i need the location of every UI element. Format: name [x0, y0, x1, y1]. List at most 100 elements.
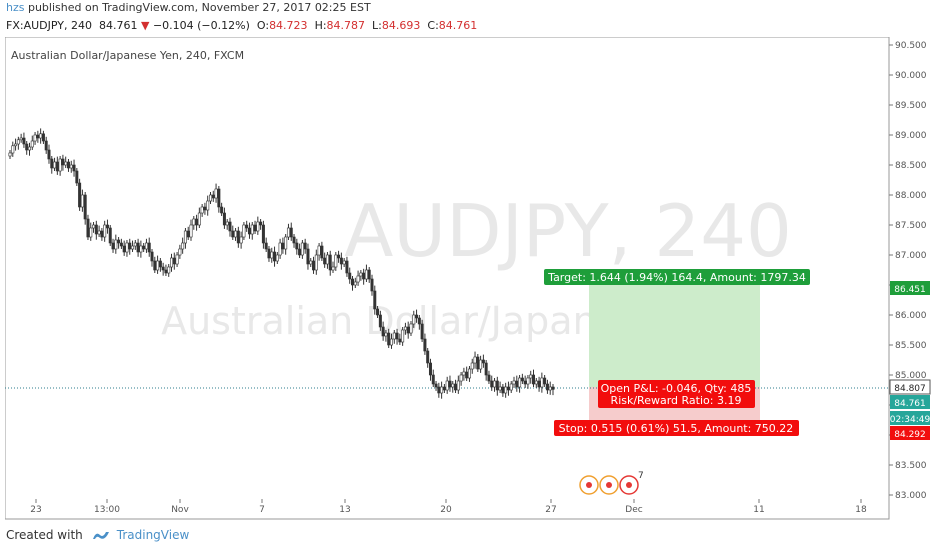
candle-body	[392, 332, 396, 340]
x-tick-label: Nov	[171, 505, 189, 515]
candle-body	[323, 257, 327, 265]
candle-body	[292, 236, 296, 244]
candle-body	[36, 134, 40, 139]
stop-price-text: 84.292	[894, 430, 926, 440]
candle-body	[506, 386, 510, 391]
candle-body	[25, 143, 29, 151]
candle-body	[434, 383, 438, 388]
candle-body	[192, 218, 196, 226]
candle-body	[247, 227, 251, 235]
candle-body	[470, 362, 474, 370]
candle-body	[387, 332, 391, 346]
y-tick-label: 87.500	[895, 221, 927, 231]
y-tick-label: 88.000	[895, 191, 927, 201]
event-markers[interactable]: 7	[579, 471, 644, 495]
candle-body	[275, 254, 279, 262]
candle-body	[164, 269, 168, 274]
candle-body	[342, 260, 346, 265]
candle-body	[53, 161, 57, 169]
price-chart[interactable]: AUDJPY, 240 Australian Dollar/Japanese Y…	[5, 37, 932, 521]
time-axis[interactable]: 23 13:00 Nov 7 13 20 27 Dec 11 18	[30, 499, 867, 515]
target-box[interactable]	[544, 269, 810, 285]
candle-body	[253, 224, 257, 232]
tradingview-link[interactable]: TradingView	[116, 528, 190, 542]
candle-body	[476, 356, 480, 370]
y-tick-label: 87.000	[895, 251, 927, 261]
target-price-tag	[890, 281, 930, 295]
close-value: 84.761	[438, 19, 478, 32]
candle-body	[211, 194, 215, 199]
candle-body	[92, 224, 96, 229]
candle-body	[261, 224, 265, 244]
candle-body	[264, 242, 268, 250]
candle-body	[147, 242, 151, 253]
candle-body	[490, 380, 494, 388]
candle-body	[281, 242, 285, 250]
candle-body	[114, 239, 118, 250]
candle-body	[273, 251, 277, 262]
y-tick-label: 89.000	[895, 131, 927, 141]
low-value: 84.693	[381, 19, 421, 32]
candle-body	[298, 248, 302, 256]
candle-body	[359, 272, 363, 277]
candle-body	[484, 362, 488, 376]
candle-body	[518, 377, 522, 388]
pnl-box[interactable]	[598, 380, 755, 408]
event-count-badge: 7	[638, 471, 644, 481]
candle-body	[467, 368, 471, 379]
candle-body	[97, 230, 101, 235]
candle-body	[250, 224, 254, 235]
candle-body	[55, 161, 59, 172]
candle-body	[167, 266, 171, 274]
candle-body	[75, 170, 79, 184]
candle-body	[122, 245, 126, 253]
candle-body	[320, 245, 324, 259]
x-tick-label: 11	[753, 505, 764, 515]
author-name[interactable]: hzs	[6, 1, 25, 14]
candle-body	[14, 143, 18, 147]
candle-body	[136, 242, 140, 253]
candle-body	[306, 248, 310, 265]
stop-box[interactable]	[554, 420, 799, 436]
candle-body	[356, 275, 360, 283]
price-axis[interactable]: 90.500 90.000 89.500 89.000 88.500 88.000 87.5…	[888, 37, 927, 519]
candle-body	[186, 230, 190, 238]
x-tick-label: 23	[30, 505, 41, 515]
y-tick-label: 83.000	[895, 491, 927, 501]
candle-body	[403, 326, 407, 331]
profit-zone[interactable]	[589, 284, 760, 387]
y-tick-label: 89.500	[895, 101, 927, 111]
candle-body	[331, 266, 335, 271]
candle-body	[8, 152, 12, 157]
candle-body	[78, 182, 82, 208]
candle-body	[398, 338, 402, 343]
candle-body	[170, 257, 174, 268]
tradingview-logo-icon[interactable]	[91, 529, 111, 541]
candle-body	[161, 266, 165, 271]
candle-body	[286, 227, 290, 238]
close-label: C:	[427, 19, 439, 32]
price-change: −0.104 (−0.12%)	[152, 19, 250, 32]
candle-body	[153, 260, 157, 271]
high-value: 84.787	[326, 19, 366, 32]
candle-body	[100, 230, 104, 238]
y-tick-label: 90.000	[895, 71, 927, 81]
candle-body	[220, 206, 224, 214]
candle-body	[445, 380, 449, 391]
candle-body	[376, 308, 380, 316]
candle-body	[197, 212, 201, 226]
candle-body	[175, 254, 179, 265]
candle-body	[409, 323, 413, 334]
candle-body	[406, 326, 410, 334]
last-price: 84.761	[98, 19, 138, 32]
candle-body	[139, 245, 143, 253]
candle-body	[348, 272, 352, 280]
y-tick-label: 86.000	[895, 311, 927, 321]
candle-body	[133, 242, 137, 247]
candle-body	[451, 383, 455, 388]
candle-body	[228, 221, 232, 232]
candle-body	[309, 260, 313, 265]
x-tick-label: 13	[339, 505, 350, 515]
candle-body	[325, 254, 329, 265]
candle-body	[156, 260, 160, 271]
